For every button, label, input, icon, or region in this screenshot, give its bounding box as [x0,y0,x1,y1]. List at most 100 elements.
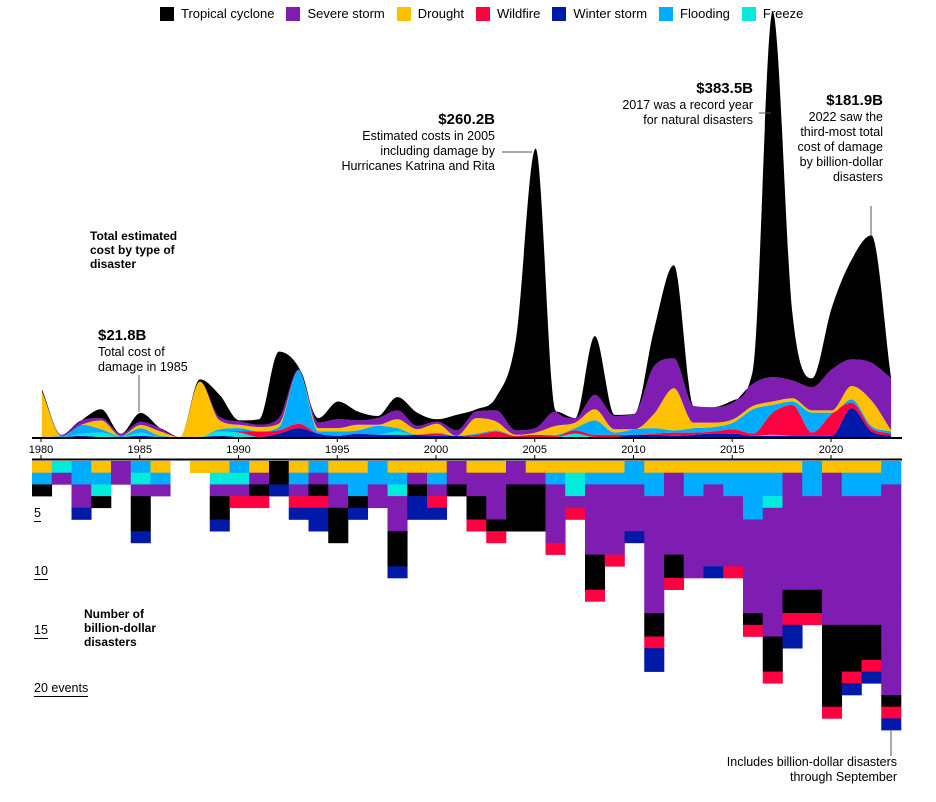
event-cell-severe [802,578,823,590]
legend-swatch-freeze [741,6,756,21]
event-cell-tropical [328,531,349,544]
event-cell-wildfire [743,624,764,637]
event-cell-severe [881,601,902,614]
legend: Tropical cyclone Severe storm Drought Wildf… [160,6,815,21]
event-cell-wildfire [585,589,606,602]
event-cell-tropical [861,624,882,637]
event-cell-tropical [861,648,882,661]
event-cell-wildfire [565,507,586,520]
event-cell-drought [190,461,211,473]
event-cell-flooding [841,484,862,497]
event-cell-tropical [822,671,843,684]
event-cell-tropical [782,601,803,614]
count-axis-label: 20 events [34,681,89,697]
event-cell-freeze [565,472,586,485]
event-cell-wildfire [466,519,487,532]
event-cell-tropical [585,566,606,579]
event-cell-severe [841,507,862,520]
event-cell-winter [407,496,428,509]
event-cell-severe [703,484,724,497]
event-cell-flooding [762,472,783,485]
event-cell-severe [841,519,862,532]
event-cell-severe [881,496,902,509]
event-cell-severe [71,484,92,497]
event-cell-flooding [723,472,744,485]
event-cell-severe [427,484,448,497]
event-cell-severe [841,542,862,555]
event-cell-freeze [51,461,72,473]
event-cell-severe [881,683,902,696]
event-cell-flooding [743,472,764,485]
event-cell-severe [743,519,764,532]
event-cell-freeze [229,472,250,485]
event-cell-flooding [71,472,92,485]
event-cell-tropical [130,496,151,509]
event-cell-severe [782,496,803,509]
event-cell-severe [703,519,724,532]
event-cell-severe [861,531,882,544]
event-cell-severe [585,519,606,532]
event-cell-severe [881,613,902,626]
event-cell-severe [328,496,349,509]
event-cell-tropical [762,648,783,661]
event-cell-severe [743,566,764,579]
event-cell-flooding [743,484,764,497]
event-cell-drought [664,461,685,473]
event-cell-drought [683,461,704,473]
legend-label: Winter storm [573,6,648,21]
count-axis-label: 5 [34,505,41,522]
event-cell-flooding [229,461,250,473]
event-cell-flooding [387,472,408,485]
annotation-2022-value: $181.9B [826,92,883,109]
event-cell-flooding [743,496,764,509]
event-cell-flooding [348,472,369,485]
event-cell-severe [486,496,507,509]
event-cell-tropical [762,659,783,672]
event-cell-severe [664,542,685,555]
event-cell-drought [466,461,487,473]
event-cell-severe [861,519,882,532]
event-cell-winter [71,507,92,520]
event-cell-flooding [881,472,902,485]
event-cell-drought [525,461,546,473]
event-cell-flooding [624,472,645,485]
event-cell-tropical [664,554,685,567]
event-cell-tropical [782,589,803,602]
event-cell-severe [604,507,625,520]
event-cell-flooding [802,484,823,497]
event-cell-flooding [683,484,704,497]
event-cell-severe [881,519,902,532]
event-cell-severe [822,589,843,602]
event-cell-severe [644,578,665,590]
event-cell-drought [545,461,566,473]
year-tick-label: 2005 [523,444,547,456]
event-cell-severe [762,542,783,555]
event-cell-wildfire [288,496,309,509]
event-cell-severe [881,589,902,602]
event-cell-severe [881,636,902,649]
event-cell-drought [762,461,783,473]
event-cell-severe [822,519,843,532]
event-cell-severe [703,496,724,509]
event-cell-severe [723,542,744,555]
event-cell-severe [782,519,803,532]
event-cell-severe [644,554,665,567]
event-cell-tropical [130,507,151,520]
event-cell-flooding [545,472,566,485]
event-cell-severe [249,472,270,485]
annotation-2005-value: $260.2B [438,111,495,128]
event-cell-tropical [841,659,862,672]
event-cell-flooding [288,472,309,485]
event-cell-severe [644,496,665,509]
event-cell-severe [604,531,625,544]
event-cell-severe [861,496,882,509]
event-cell-severe [328,484,349,497]
event-cell-severe [683,554,704,567]
event-cell-severe [585,531,606,544]
event-cell-severe [506,472,527,485]
event-cell-tropical [762,636,783,649]
legend-item-tropical: Tropical cyclone [160,6,274,21]
annotation-leader-lines [138,112,892,756]
event-cell-severe [604,519,625,532]
